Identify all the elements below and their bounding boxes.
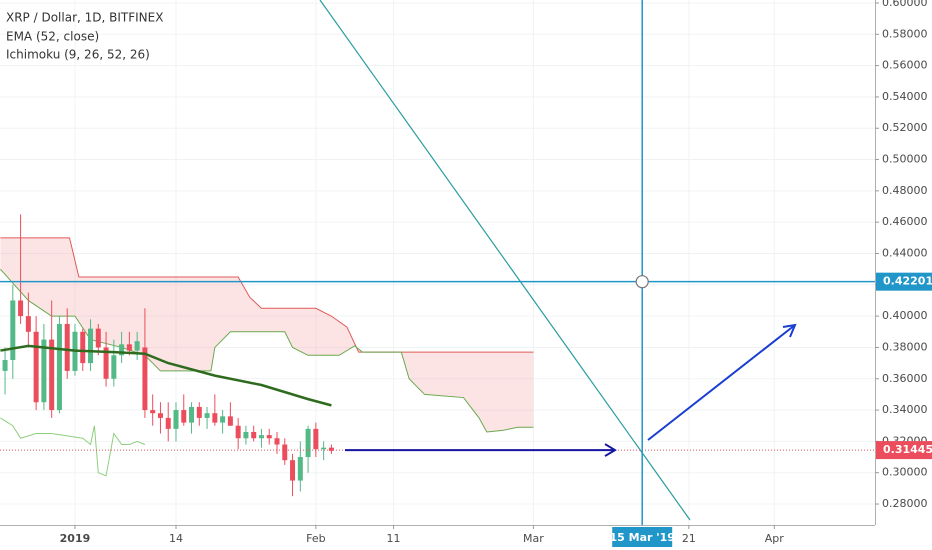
candle-body: [56, 323, 62, 411]
y-tick-label: 0.60000: [882, 0, 928, 9]
candle-body: [196, 406, 202, 418]
candle-body: [10, 300, 16, 360]
candle-body: [181, 410, 187, 423]
x-tick-label: 2019: [60, 532, 91, 545]
arrow-head: [782, 323, 797, 338]
y-tick-label: 0.56000: [882, 59, 928, 72]
candle-body: [328, 447, 334, 451]
level-badge-label: 0.42201: [883, 275, 932, 288]
candle-body: [142, 347, 148, 411]
candle-body: [134, 341, 140, 351]
candle-body: [173, 410, 179, 429]
y-tick-label: 0.44000: [882, 246, 928, 259]
candle-body: [95, 328, 101, 348]
candle-body: [305, 428, 311, 458]
arrow-head: [604, 443, 617, 457]
x-tick-label: 21: [682, 532, 696, 545]
y-tick-label: 0.40000: [882, 309, 928, 322]
legend-ichimoku: Ichimoku (9, 26, 52, 26): [6, 48, 150, 62]
y-tick-label: 0.50000: [882, 153, 928, 166]
candle-body: [212, 413, 218, 423]
candle-body: [119, 344, 125, 356]
candle-body: [80, 331, 86, 364]
y-tick-label: 0.46000: [882, 215, 928, 228]
date-badge: [612, 527, 673, 547]
indicator-line: [0, 417, 146, 477]
candle-body: [274, 438, 280, 445]
candle-body: [243, 431, 249, 439]
candle-body: [157, 413, 163, 418]
candle-body: [25, 316, 31, 332]
candle-body: [41, 339, 47, 403]
candle-body: [49, 339, 55, 411]
y-tick-label: 0.36000: [882, 372, 928, 385]
candle-body: [33, 331, 39, 403]
y-tick-label: 0.30000: [882, 466, 928, 479]
x-tick-label: 11: [387, 532, 401, 545]
candle-body: [290, 460, 296, 481]
price-badge: [876, 441, 932, 460]
candle-body: [103, 347, 109, 379]
candle-body: [126, 344, 132, 351]
x-tick-label: 14: [169, 532, 183, 545]
candle-body: [165, 417, 171, 429]
candle-body: [227, 416, 233, 426]
candle-body: [251, 431, 257, 439]
candle-body: [235, 425, 241, 439]
candle-body: [220, 416, 226, 423]
candle-body: [150, 410, 156, 414]
candle-body: [313, 428, 319, 450]
candle-body: [189, 406, 195, 423]
candle-body: [64, 323, 70, 371]
legend-ema: EMA (52, close): [6, 30, 99, 44]
indicator-line: [0, 268, 534, 433]
candle-body: [111, 355, 117, 379]
arrow: [647, 324, 796, 441]
level-badge: [876, 272, 932, 291]
trend-line: [319, 0, 691, 521]
candle-body: [282, 444, 288, 461]
y-tick-label: 0.28000: [882, 497, 928, 510]
date-badge-label: 15 Mar '19: [609, 531, 674, 544]
y-tick-label: 0.54000: [882, 90, 928, 103]
price-badge-label: 0.31445: [883, 443, 932, 456]
x-tick-label: Feb: [306, 532, 325, 545]
crosshair-handle: [635, 275, 649, 289]
ichimoku-cloud: [0, 237, 534, 432]
candle-body: [266, 435, 272, 439]
legend-title: XRP / Dollar, 1D, BITFINEX: [6, 11, 163, 25]
y-tick-label: 0.48000: [882, 184, 928, 197]
candle-body: [297, 457, 303, 481]
indicator-line: [0, 344, 332, 407]
y-tick-label: 0.38000: [882, 340, 928, 353]
y-tick-label: 0.52000: [882, 121, 928, 134]
x-tick-label: Apr: [765, 532, 785, 545]
y-tick-label: 0.34000: [882, 403, 928, 416]
plot: [0, 0, 875, 525]
indicator-line: [0, 237, 534, 353]
candle-body: [321, 447, 327, 450]
candle-body: [204, 413, 210, 418]
x-tick-label: Mar: [523, 532, 544, 545]
y-tick-label: 0.58000: [882, 27, 928, 40]
candle-body: [2, 359, 8, 371]
candle-body: [18, 300, 24, 317]
candle-body: [258, 435, 264, 439]
candle-body: [88, 328, 94, 364]
